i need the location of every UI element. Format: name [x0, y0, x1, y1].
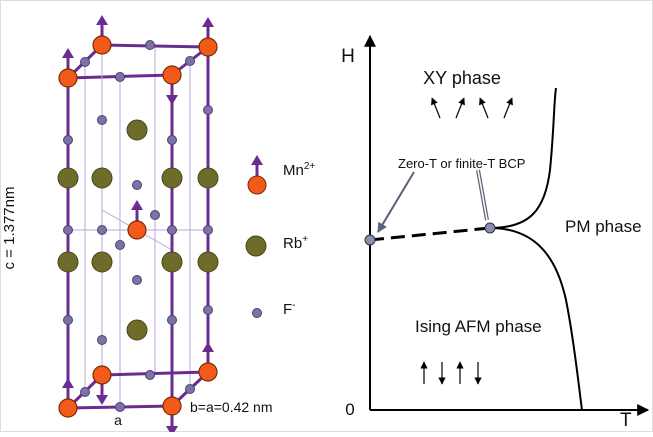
phase-diagram [364, 34, 650, 416]
mn-ion [162, 396, 182, 416]
origin-label: 0 [345, 400, 354, 419]
rb-ion [197, 251, 219, 273]
f-ion [63, 315, 73, 325]
rb-ion [91, 251, 113, 273]
rb-ion [126, 319, 148, 341]
f-ion [115, 402, 125, 412]
mn-ion [92, 365, 112, 385]
mn-ion [58, 68, 78, 88]
legend-label: F- [283, 300, 296, 318]
legend-text: Rb [283, 235, 302, 252]
f-ion [150, 210, 160, 220]
f-ion [115, 72, 125, 82]
f-ion [252, 308, 262, 318]
bcp-label: Zero-T or finite-T BCP [398, 156, 525, 171]
legend-label: Rb+ [283, 234, 308, 252]
spin-arrow [431, 97, 441, 119]
c-label: c = 1.377nm [1, 187, 18, 270]
spin-head [62, 378, 74, 388]
spin-head [166, 426, 178, 436]
t-label: T [620, 410, 632, 431]
h-label: H [341, 46, 355, 67]
atoms [57, 15, 263, 436]
spin-head [96, 15, 108, 25]
f-ion [97, 115, 107, 125]
f-ion [115, 240, 125, 250]
mn-ion [92, 35, 112, 55]
spin-head [131, 200, 143, 210]
a-label: a [114, 412, 122, 428]
bcp-point [364, 234, 376, 246]
f-ion [132, 275, 142, 285]
legend-text: F [283, 301, 292, 318]
mn-ion [247, 175, 267, 195]
f-ion [167, 315, 177, 325]
rb-ion [161, 251, 183, 273]
f-ion [167, 135, 177, 145]
bcp-point [484, 222, 496, 234]
rb-ion [245, 235, 267, 257]
spin-head [251, 155, 263, 165]
spin-head [202, 342, 214, 352]
rb-ion [91, 167, 113, 189]
spin-head [202, 17, 214, 27]
mn-ion [198, 37, 218, 57]
mn-ion [162, 65, 182, 85]
f-ion [80, 57, 90, 67]
rb-ion [57, 251, 79, 273]
f-ion [80, 387, 90, 397]
legend-label: Mn2+ [283, 161, 315, 179]
spin-head [62, 48, 74, 58]
legend-sup: - [292, 300, 295, 311]
legend-sup: 2+ [304, 161, 316, 172]
mn-ion [58, 398, 78, 418]
rb-ion [161, 167, 183, 189]
cell-edge [101, 370, 209, 377]
f-ion [185, 56, 195, 66]
cell-edge [101, 43, 209, 49]
f-ion [97, 225, 107, 235]
f-ion [185, 384, 195, 394]
f-ion [97, 335, 107, 345]
mn-ion [127, 220, 147, 240]
spin-arrow [503, 97, 513, 119]
spin-head [96, 395, 108, 405]
f-ion [63, 135, 73, 145]
b-label: b=a=0.42 nm [190, 399, 273, 415]
rb-ion [197, 167, 219, 189]
first-order-line [369, 226, 491, 242]
f-ion [167, 225, 177, 235]
f-ion [145, 40, 155, 50]
f-ion [132, 180, 142, 190]
f-ion [203, 105, 213, 115]
upper-boundary [489, 87, 557, 229]
legend-text: Mn [283, 162, 304, 179]
spin-head [166, 95, 178, 105]
spin-arrow [455, 97, 465, 119]
rb-ion [126, 119, 148, 141]
f-ion [63, 225, 73, 235]
spin-arrow [479, 97, 489, 119]
bcp-arrow [377, 171, 415, 233]
f-ion [203, 225, 213, 235]
legend: Mn2+ Rb+ F- [245, 161, 315, 318]
f-ion [203, 305, 213, 315]
legend-sup: + [302, 234, 308, 245]
f-ion [145, 370, 155, 380]
bcp-arrow-2-inner [477, 169, 488, 221]
mn-ion [198, 362, 218, 382]
ising-phase: Ising AFM phase [415, 317, 542, 336]
pm-phase: PM phase [565, 217, 642, 236]
lower-boundary [489, 227, 583, 411]
rb-ion [57, 167, 79, 189]
xy-phase: XY phase [423, 68, 501, 88]
